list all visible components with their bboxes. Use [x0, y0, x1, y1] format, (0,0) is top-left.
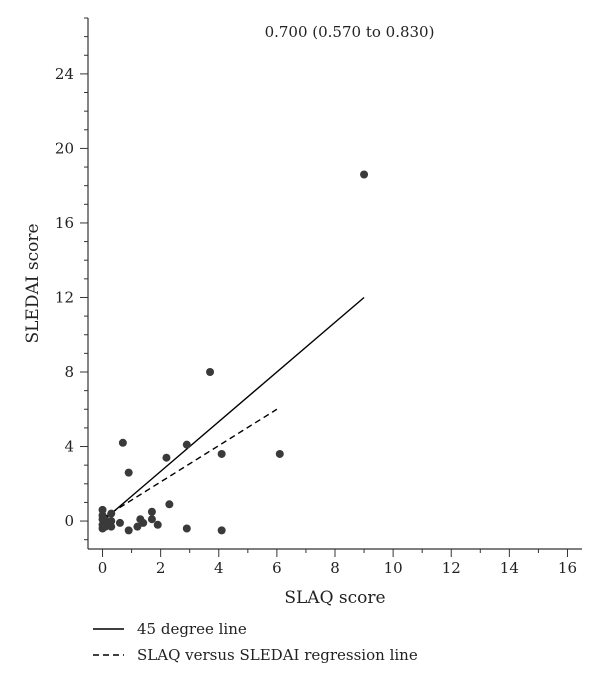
data-point — [153, 520, 162, 529]
data-point — [133, 522, 142, 531]
data-point — [124, 468, 133, 477]
data-point — [98, 505, 107, 514]
x-tick-label: 6 — [272, 559, 282, 577]
data-point — [107, 522, 116, 531]
data-point — [139, 518, 148, 527]
data-point — [182, 440, 191, 449]
x-tick-label: 4 — [214, 559, 224, 577]
data-point — [124, 526, 133, 535]
data-point — [165, 500, 174, 509]
x-tick-label: 8 — [330, 559, 340, 577]
data-point — [217, 449, 226, 458]
series-lines — [102, 296, 365, 522]
data-point — [217, 526, 226, 535]
y-tick-label: 20 — [55, 139, 74, 157]
data-point — [206, 368, 215, 376]
y-tick-label: 0 — [64, 512, 74, 530]
y-tick-label: 12 — [55, 288, 74, 306]
data-point — [275, 449, 284, 458]
data-point — [147, 507, 156, 516]
data-point — [147, 515, 156, 524]
x-axis-title: SLAQ score — [284, 588, 385, 608]
legend-label-regression-line: SLAQ versus SLEDAI regression line — [137, 646, 418, 664]
y-axis-title: SLEDAI score — [23, 223, 43, 343]
data-point — [182, 524, 191, 533]
data-point — [360, 170, 369, 179]
y-tick-label: 8 — [64, 363, 74, 381]
x-tick-label: 2 — [156, 559, 166, 577]
data-point — [115, 518, 124, 527]
data-point — [98, 511, 107, 520]
line-regression — [102, 408, 278, 519]
x-tick-label: 0 — [98, 559, 108, 577]
agreement-annotation: 0.700 (0.570 to 0.830) — [265, 23, 435, 41]
data-point — [107, 509, 116, 518]
data-point — [162, 453, 171, 462]
y-tick-label: 16 — [55, 214, 74, 232]
y-tick-label: 4 — [64, 438, 74, 456]
data-point — [118, 438, 127, 447]
x-tick-label: 10 — [384, 559, 403, 577]
data-points — [98, 170, 369, 535]
x-tick-label: 12 — [442, 559, 461, 577]
y-tick-label: 24 — [55, 65, 74, 83]
x-tick-label: 14 — [500, 559, 519, 577]
legend: 45 degree line SLAQ versus SLEDAI regres… — [93, 620, 418, 664]
line-45-degree — [102, 296, 365, 522]
x-tick-label: 16 — [558, 559, 577, 577]
data-point — [107, 517, 116, 526]
legend-label-45-degree-line: 45 degree line — [137, 620, 247, 638]
